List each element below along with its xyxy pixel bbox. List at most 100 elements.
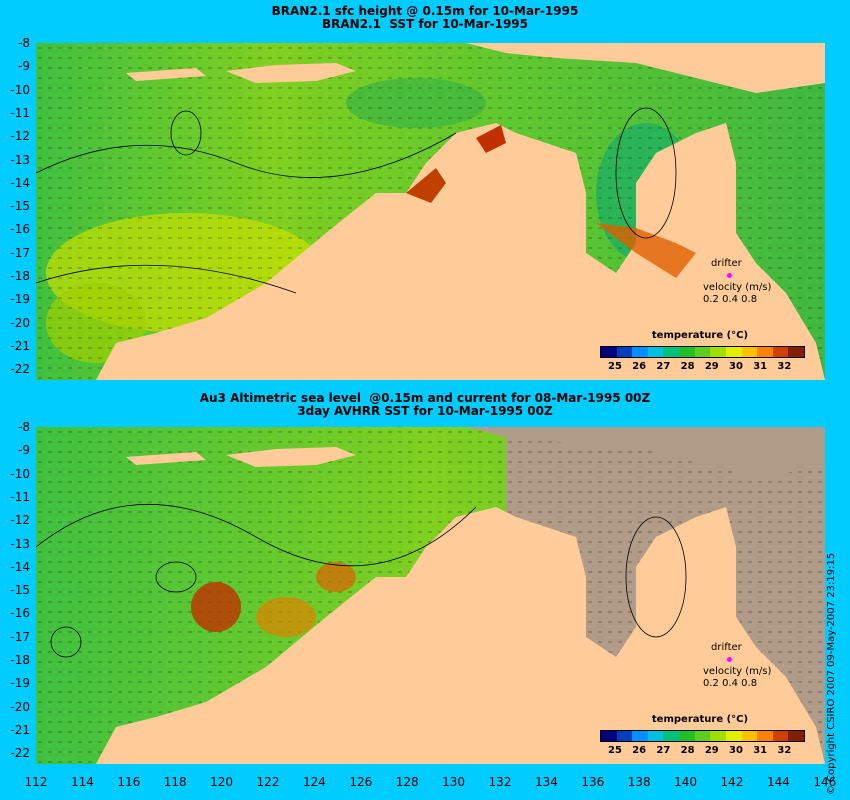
colorbar-label: 25 <box>608 745 622 756</box>
colorbar-segment <box>788 347 805 357</box>
lat-tick-label: -9 <box>18 59 30 74</box>
lat-tick-label: -21 <box>10 722 30 737</box>
colorbar-label: 31 <box>753 361 768 372</box>
lon-tick-label: 138 <box>627 775 651 789</box>
lat-tick-label: -10 <box>10 82 30 97</box>
lon-tick-label: 142 <box>720 775 744 789</box>
colorbar-label: 32 <box>777 745 792 756</box>
lat-tick-label: -10 <box>10 466 30 481</box>
top-title-line1: BRAN2.1 sfc height @ 0.15m for 10-Mar-19… <box>271 4 579 18</box>
colorbar-segment <box>694 347 711 357</box>
lat-tick-label: -14 <box>10 559 30 574</box>
papua-land <box>466 427 825 477</box>
colorbar-segment <box>757 347 774 357</box>
colorbar-segment <box>694 731 711 741</box>
top-map-panel <box>36 43 825 380</box>
colorbar-segment <box>647 731 664 741</box>
lon-tick-label: 146 <box>813 775 837 789</box>
colorbar-label: 28 <box>680 361 695 372</box>
colorbar-label: 29 <box>704 361 719 372</box>
drifter-label: drifter <box>711 258 742 269</box>
velocity-scale: 0.2 0.4 0.8 <box>703 294 758 305</box>
lat-tick-label: -11 <box>10 489 30 504</box>
colorbar-bar <box>600 730 805 742</box>
lon-tick-label: 120 <box>210 775 234 789</box>
lat-tick-label: -13 <box>10 152 30 167</box>
colorbar-label: 30 <box>729 745 743 756</box>
lon-tick-label: 128 <box>395 775 419 789</box>
lat-tick-label: -19 <box>10 292 30 307</box>
lat-tick-label: -15 <box>10 199 30 214</box>
lat-tick-label: -8 <box>18 420 30 434</box>
colorbar-segment <box>741 347 758 357</box>
lat-tick-label: -17 <box>10 245 30 260</box>
lat-tick-label: -17 <box>10 629 30 644</box>
colorbar-segment <box>647 347 664 357</box>
australia-land <box>96 507 825 764</box>
lat-tick-label: -16 <box>10 606 30 621</box>
timor-island <box>226 447 356 467</box>
lat-tick-label: -19 <box>10 676 30 691</box>
lat-tick-label: -18 <box>10 269 30 283</box>
lat-tick-label: -22 <box>10 746 30 761</box>
copyright-text: © Copyright CSIRO 2007 09-May-2007 23:19… <box>826 552 837 795</box>
colorbar-segment <box>632 347 649 357</box>
lat-tick-label: -8 <box>18 36 30 50</box>
bottom-map-svg <box>36 427 825 764</box>
bottom-title-line2: 3day AVHRR SST for 10-Mar-1995 00Z <box>297 404 553 418</box>
colorbar-segment <box>710 731 727 741</box>
colorbar-label: 30 <box>729 361 743 372</box>
lat-tick-label: -22 <box>10 362 30 377</box>
colorbar-segment <box>772 731 789 741</box>
colorbar-label: 25 <box>608 361 622 372</box>
colorbar-segment <box>601 347 618 357</box>
colorbar-title: temperature (°C) <box>651 714 749 725</box>
colorbar-segment <box>616 347 633 357</box>
lat-tick-label: -14 <box>10 175 30 190</box>
lat-tick-label: -13 <box>10 536 30 551</box>
australia-land <box>96 123 825 380</box>
lon-tick-label: 122 <box>256 775 280 789</box>
lat-tick-label: -20 <box>10 699 30 714</box>
lon-tick-label: 140 <box>674 775 698 789</box>
lon-tick-label: 116 <box>117 775 141 789</box>
lon-tick-label: 126 <box>349 775 373 789</box>
velocity-legend-bottom: drifter velocity (m/s) 0.2 0.4 0.8 <box>703 642 771 690</box>
colorbar-label: 26 <box>632 361 647 372</box>
colorbar-segment <box>725 731 743 741</box>
colorbar-segment <box>725 347 743 357</box>
lon-tick-label: 132 <box>488 775 512 789</box>
colorbar-segment <box>663 731 680 741</box>
velocity-legend-top: drifter velocity (m/s) 0.2 0.4 0.8 <box>703 258 771 306</box>
colorbar-bar <box>600 346 805 358</box>
colorbar-label: 28 <box>680 745 695 756</box>
colorbar-segment <box>663 347 680 357</box>
colorbar-label: 29 <box>704 745 719 756</box>
top-map-svg <box>36 43 825 380</box>
lat-tick-label: -21 <box>10 338 30 353</box>
lon-tick-label: 136 <box>581 775 605 789</box>
drifter-icon <box>727 657 732 662</box>
colorbar-segment <box>788 731 805 741</box>
lon-tick-label: 112 <box>24 775 48 789</box>
lat-tick-label: -15 <box>10 583 30 598</box>
colorbar-segment <box>741 731 758 741</box>
lat-tick-label: -9 <box>18 443 30 458</box>
lat-tick-label: -20 <box>10 315 30 330</box>
lat-tick-label: -16 <box>10 222 30 237</box>
colorbar-segment <box>710 347 727 357</box>
drifter-icon <box>727 273 732 278</box>
bottom-title-line1: Au3 Altimetric sea level @0.15m and curr… <box>199 391 651 405</box>
colorbar-label: 27 <box>656 361 671 372</box>
drifter-label: drifter <box>711 642 742 653</box>
colorbar-segment <box>679 347 696 357</box>
timor-island <box>226 63 356 83</box>
lat-tick-label: -11 <box>10 105 30 120</box>
velocity-label: velocity (m/s) <box>703 666 772 677</box>
lat-tick-label: -12 <box>10 513 30 528</box>
papua-land <box>466 43 825 93</box>
top-title-line2: BRAN2.1 SST for 10-Mar-1995 <box>321 17 528 31</box>
velocity-label: velocity (m/s) <box>703 282 772 293</box>
colorbar-title: temperature (°C) <box>651 330 749 341</box>
velocity-scale: 0.2 0.4 0.8 <box>703 678 758 689</box>
